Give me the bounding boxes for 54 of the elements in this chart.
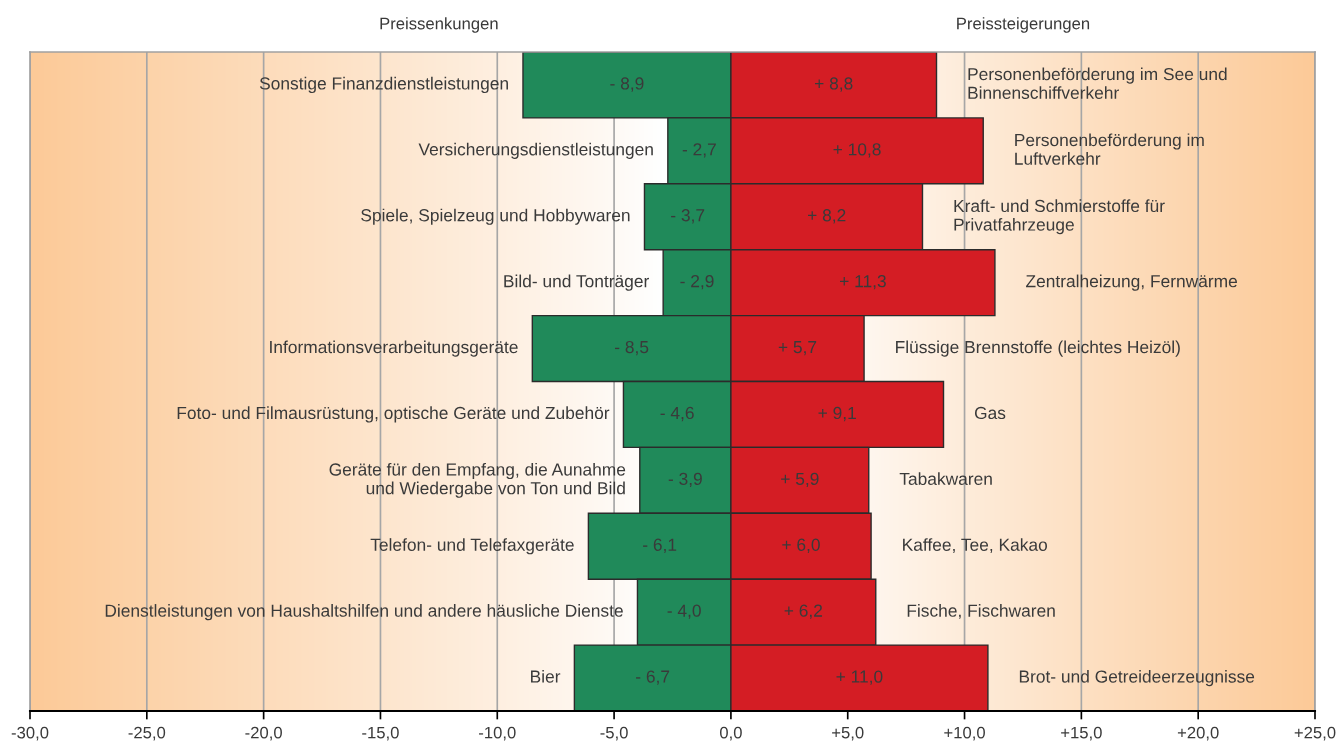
y-tick-label: Telefon- und Telefaxgeräte bbox=[370, 538, 574, 555]
y2-tick-label: Tabakwaren bbox=[899, 472, 992, 486]
x-tick-label: +25,0 bbox=[1294, 726, 1336, 741]
data-label: + 6,2 bbox=[784, 604, 823, 619]
x-tick-label: -20,0 bbox=[245, 726, 282, 741]
data-label: - 8,5 bbox=[615, 340, 649, 356]
data-label: + 9,1 bbox=[818, 406, 856, 422]
data-label: + 5,7 bbox=[778, 341, 817, 356]
data-label: - 4,6 bbox=[660, 406, 694, 422]
y2-tick-label: Kraft- und Schmierstoffe für Privatfahrzeuge bbox=[954, 199, 1165, 235]
data-label: - 6,7 bbox=[636, 670, 670, 685]
x-tick-label: +5,0 bbox=[832, 726, 864, 741]
y-tick-label: Foto- und Filmausrüstung, optische Geräte und Zubehör bbox=[177, 406, 610, 423]
data-label: + 11,0 bbox=[836, 670, 883, 685]
data-label: - 2,7 bbox=[682, 143, 716, 158]
data-label: + 10,8 bbox=[833, 143, 881, 158]
x-tick-label: -15,0 bbox=[362, 726, 399, 741]
y-tick-label: Spiele, Spielzeug und Hobbywaren bbox=[361, 208, 630, 225]
data-label: - 6,1 bbox=[643, 538, 677, 553]
x-tick-label: -5,0 bbox=[600, 726, 628, 741]
y-tick-label: Bild- und Tonträger bbox=[504, 274, 649, 291]
x-tick-label: +15,0 bbox=[1061, 726, 1102, 741]
x-tick-label: -10,0 bbox=[479, 726, 516, 741]
y-tick-label: Versicherungsdienstleistungen bbox=[418, 142, 653, 159]
data-label: - 4,0 bbox=[667, 604, 701, 619]
data-label: + 8,8 bbox=[815, 77, 853, 92]
y-tick-label: Informationsverarbeitungsgeräte bbox=[270, 340, 518, 357]
data-label: + 6,0 bbox=[782, 538, 820, 553]
data-label: + 8,2 bbox=[808, 209, 846, 224]
y-tick-label: Dienstleistungen von Haushaltshilfen und andere häusliche Dienste bbox=[105, 604, 623, 621]
y-tick-label: Bier bbox=[531, 669, 561, 683]
x-tick-label: -25,0 bbox=[128, 726, 166, 741]
y2-tick-label: Kaffee, Tee, Kakao bbox=[903, 538, 1048, 553]
data-label: - 2,9 bbox=[680, 275, 714, 290]
y2-tick-label: Brot- und Getreideerzeugnisse bbox=[1019, 669, 1255, 687]
data-label: - 3,7 bbox=[671, 209, 705, 224]
y2-tick-label: Fische, Fischwaren bbox=[907, 604, 1055, 619]
data-label: + 5,9 bbox=[781, 472, 819, 488]
x-tick-label: -30,0 bbox=[11, 726, 49, 741]
y2-tick-label: Personenbeförderung im Luftverkehr bbox=[1015, 133, 1204, 165]
series-label: Preissenkungen bbox=[380, 17, 498, 33]
x-tick-label: +20,0 bbox=[1177, 726, 1219, 741]
x-tick-label: +10,0 bbox=[944, 726, 985, 741]
data-label: - 8,9 bbox=[610, 77, 644, 92]
y2-tick-label: Zentralheizung, Fernwärme bbox=[1026, 274, 1237, 291]
y-tick-label: Geräte für den Empfang, die Aunahme und Wiedergabe von Ton und Bild bbox=[329, 462, 626, 498]
y2-tick-label: Gas bbox=[974, 406, 1006, 420]
y2-tick-label: Flüssige Brennstoffe (leichtes Heizöl) bbox=[896, 340, 1180, 357]
y2-tick-label: Personenbeförderung im See und Binnenschiffverkehr bbox=[968, 67, 1227, 99]
data-label: + 11,3 bbox=[840, 275, 886, 290]
data-label: - 3,9 bbox=[668, 472, 702, 488]
y-tick-label: Sonstige Finanzdienstleistungen bbox=[259, 76, 508, 94]
x-tick-label: 0,0 bbox=[719, 726, 742, 741]
series-label: Preissteigerungen bbox=[957, 17, 1090, 33]
